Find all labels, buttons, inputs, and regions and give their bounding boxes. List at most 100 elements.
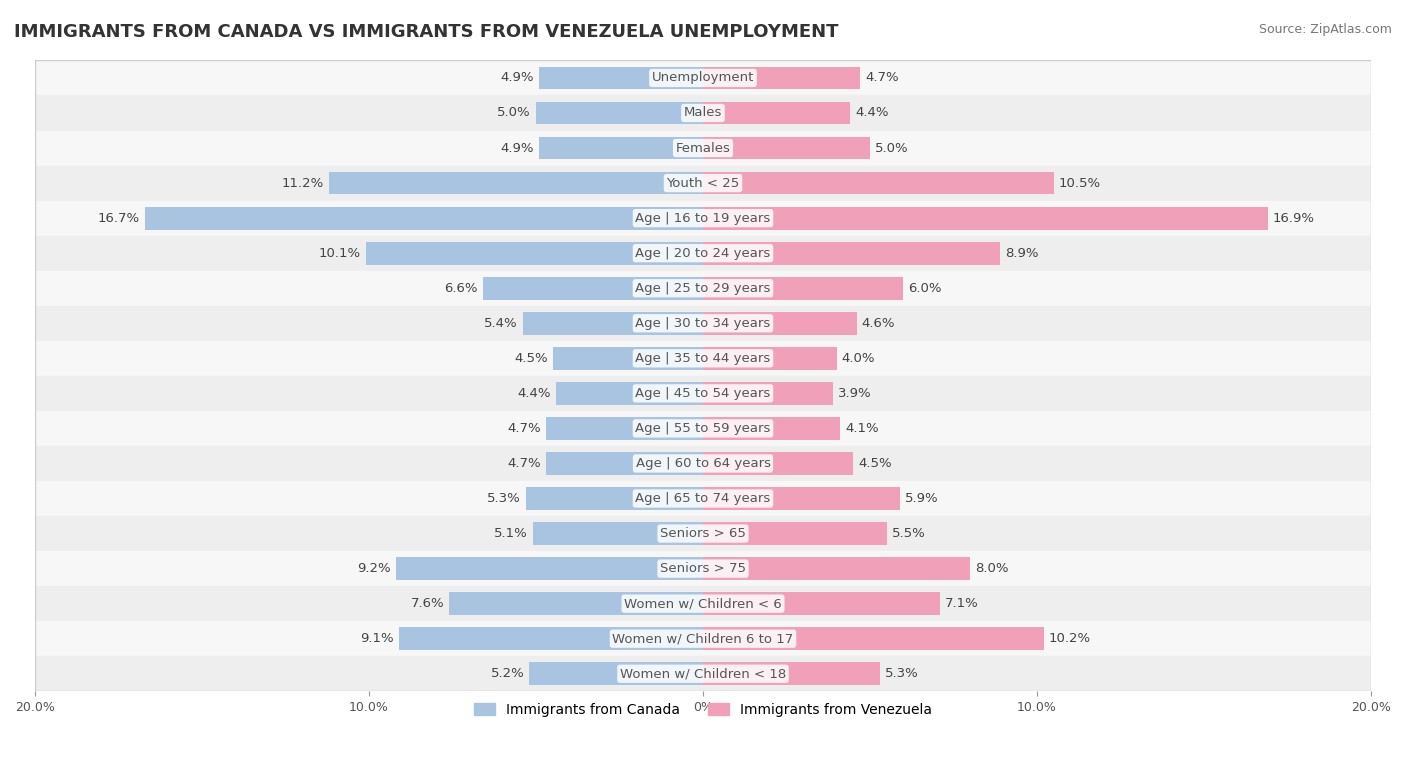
Text: 5.3%: 5.3% — [488, 492, 522, 505]
Text: 5.9%: 5.9% — [905, 492, 939, 505]
Bar — [703, 67, 860, 89]
Bar — [35, 375, 1371, 411]
Bar — [703, 382, 834, 405]
Text: 6.0%: 6.0% — [908, 282, 942, 294]
Bar — [449, 592, 703, 615]
Text: Age | 65 to 74 years: Age | 65 to 74 years — [636, 492, 770, 505]
Bar — [35, 656, 1371, 691]
Text: Age | 25 to 29 years: Age | 25 to 29 years — [636, 282, 770, 294]
Text: 10.1%: 10.1% — [319, 247, 360, 260]
Bar — [35, 551, 1371, 586]
Bar — [523, 312, 703, 335]
Text: Seniors > 65: Seniors > 65 — [659, 527, 747, 540]
Text: Women w/ Children 6 to 17: Women w/ Children 6 to 17 — [613, 632, 793, 645]
Text: 5.3%: 5.3% — [884, 667, 918, 681]
Bar — [35, 235, 1371, 271]
Bar — [529, 662, 703, 685]
Text: Age | 60 to 64 years: Age | 60 to 64 years — [636, 457, 770, 470]
Text: 5.2%: 5.2% — [491, 667, 524, 681]
Bar — [482, 277, 703, 300]
Text: 8.0%: 8.0% — [976, 562, 1008, 575]
Bar — [703, 172, 1053, 195]
Text: Unemployment: Unemployment — [652, 71, 754, 85]
Bar — [35, 95, 1371, 130]
Bar — [395, 557, 703, 580]
Bar — [399, 628, 703, 650]
Text: 5.0%: 5.0% — [498, 107, 531, 120]
Bar — [555, 382, 703, 405]
Bar — [703, 662, 880, 685]
Text: 5.4%: 5.4% — [484, 316, 517, 330]
Text: 7.1%: 7.1% — [945, 597, 979, 610]
Text: 8.9%: 8.9% — [1005, 247, 1039, 260]
Bar — [703, 628, 1043, 650]
Bar — [35, 516, 1371, 551]
Text: 6.6%: 6.6% — [444, 282, 478, 294]
Bar — [35, 481, 1371, 516]
Text: 4.5%: 4.5% — [858, 457, 891, 470]
Bar — [703, 452, 853, 475]
Bar — [35, 201, 1371, 235]
Text: Age | 35 to 44 years: Age | 35 to 44 years — [636, 352, 770, 365]
Text: Age | 55 to 59 years: Age | 55 to 59 years — [636, 422, 770, 435]
Text: 9.2%: 9.2% — [357, 562, 391, 575]
Text: 3.9%: 3.9% — [838, 387, 872, 400]
Bar — [546, 452, 703, 475]
Text: Women w/ Children < 18: Women w/ Children < 18 — [620, 667, 786, 681]
Text: 4.1%: 4.1% — [845, 422, 879, 435]
Text: 16.7%: 16.7% — [98, 212, 141, 225]
Text: 4.0%: 4.0% — [842, 352, 875, 365]
Text: Males: Males — [683, 107, 723, 120]
Bar — [546, 417, 703, 440]
Text: 4.7%: 4.7% — [865, 71, 898, 85]
Bar — [703, 487, 900, 510]
Bar — [703, 312, 856, 335]
Text: 4.7%: 4.7% — [508, 422, 541, 435]
Bar — [35, 306, 1371, 341]
Bar — [329, 172, 703, 195]
Bar — [35, 621, 1371, 656]
Text: Females: Females — [675, 142, 731, 154]
Text: Women w/ Children < 6: Women w/ Children < 6 — [624, 597, 782, 610]
Bar — [35, 341, 1371, 375]
Text: Age | 30 to 34 years: Age | 30 to 34 years — [636, 316, 770, 330]
Bar — [35, 586, 1371, 621]
Bar — [540, 67, 703, 89]
Bar — [35, 61, 1371, 691]
Bar — [703, 592, 941, 615]
Bar — [366, 241, 703, 264]
Bar — [703, 347, 837, 369]
Text: Age | 16 to 19 years: Age | 16 to 19 years — [636, 212, 770, 225]
Text: 7.6%: 7.6% — [411, 597, 444, 610]
Bar — [35, 166, 1371, 201]
Text: 4.7%: 4.7% — [508, 457, 541, 470]
Text: Age | 45 to 54 years: Age | 45 to 54 years — [636, 387, 770, 400]
Legend: Immigrants from Canada, Immigrants from Venezuela: Immigrants from Canada, Immigrants from … — [468, 697, 938, 722]
Text: Source: ZipAtlas.com: Source: ZipAtlas.com — [1258, 23, 1392, 36]
Bar — [703, 241, 1000, 264]
Text: 4.9%: 4.9% — [501, 71, 534, 85]
Text: 16.9%: 16.9% — [1272, 212, 1315, 225]
Text: 4.9%: 4.9% — [501, 142, 534, 154]
Bar — [536, 101, 703, 124]
Text: Seniors > 75: Seniors > 75 — [659, 562, 747, 575]
Bar — [703, 417, 839, 440]
Bar — [703, 137, 870, 160]
Text: 11.2%: 11.2% — [281, 176, 323, 189]
Text: IMMIGRANTS FROM CANADA VS IMMIGRANTS FROM VENEZUELA UNEMPLOYMENT: IMMIGRANTS FROM CANADA VS IMMIGRANTS FRO… — [14, 23, 838, 41]
Bar — [145, 207, 703, 229]
Text: 5.1%: 5.1% — [494, 527, 527, 540]
Bar — [35, 446, 1371, 481]
Text: 4.4%: 4.4% — [517, 387, 551, 400]
Bar — [703, 101, 851, 124]
Bar — [703, 277, 904, 300]
Text: 10.2%: 10.2% — [1049, 632, 1091, 645]
Text: Age | 20 to 24 years: Age | 20 to 24 years — [636, 247, 770, 260]
Text: 10.5%: 10.5% — [1059, 176, 1101, 189]
Text: 9.1%: 9.1% — [360, 632, 394, 645]
Text: 4.6%: 4.6% — [862, 316, 896, 330]
Text: 5.5%: 5.5% — [891, 527, 925, 540]
Bar — [35, 61, 1371, 95]
Bar — [35, 130, 1371, 166]
Bar — [35, 411, 1371, 446]
